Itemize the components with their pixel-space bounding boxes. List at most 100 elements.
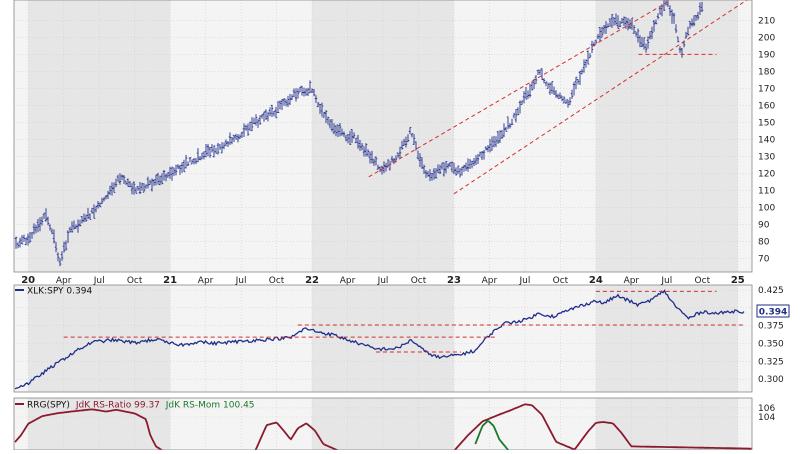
- ratio-legend-text: XLK:SPY 0.394: [27, 287, 92, 297]
- price-bar: [450, 161, 454, 173]
- price-bar: [688, 20, 692, 29]
- price-bar: [564, 99, 568, 104]
- ratio-y-tick-label: 0.375: [758, 322, 784, 332]
- price-bar: [500, 129, 504, 139]
- x-axis-label: 23: [447, 275, 461, 286]
- price-bar: [334, 125, 338, 137]
- price-bar: [484, 146, 488, 151]
- price-bar: [154, 174, 158, 186]
- price-bar: [124, 180, 128, 186]
- price-bar: [180, 162, 184, 173]
- price-bar: [46, 216, 50, 226]
- price-bar: [582, 59, 586, 73]
- price-bar: [430, 172, 434, 181]
- price-bar: [66, 230, 70, 243]
- price-bar: [642, 37, 646, 50]
- x-axis-label: 21: [163, 275, 177, 286]
- price-bar: [92, 204, 96, 219]
- price-bar: [392, 157, 396, 165]
- svg-text:RRG(SPY) JdK RS-Ratio: RRG(SPY) JdK RS-Ratio 99.37 JdK RS-Mom 1…: [27, 401, 255, 411]
- price-bar: [504, 126, 508, 132]
- x-axis-label: 24: [589, 275, 603, 286]
- price-bar: [684, 31, 688, 39]
- price-bar: [400, 140, 404, 150]
- x-axis-label: 22: [305, 275, 319, 286]
- price-bar: [446, 163, 450, 169]
- price-y-tick-label: 190: [758, 50, 775, 60]
- price-bar: [78, 219, 82, 227]
- price-bar: [82, 213, 86, 223]
- price-bar: [232, 134, 236, 142]
- price-bar: [416, 150, 420, 160]
- ratio-y-tick-label: 0.425: [758, 286, 784, 296]
- rrg-ratio-line: [14, 403, 752, 450]
- price-bar: [136, 185, 140, 191]
- ratio-y-tick-label: 0.300: [758, 375, 784, 385]
- price-bar: [566, 99, 570, 108]
- x-axis-label: Apr: [482, 276, 498, 286]
- price-y-tick-label: 180: [758, 67, 775, 77]
- price-bar: [50, 228, 54, 235]
- rrg-y-tick-label: 106: [758, 404, 775, 414]
- trend-channel-upper: [368, 0, 673, 178]
- price-bar: [468, 158, 472, 169]
- price-bar: [524, 87, 528, 100]
- price-bar: [650, 26, 654, 40]
- price-bar: [98, 202, 102, 208]
- ratio-last-value-label: 0.394: [759, 308, 787, 318]
- price-bar: [68, 226, 72, 233]
- price-bar: [380, 165, 384, 175]
- price-bar: [184, 154, 188, 169]
- price-bar: [130, 183, 134, 195]
- price-bar: [254, 114, 258, 126]
- price-bar: [492, 135, 496, 148]
- ratio-last-value-flag: 0.394: [756, 304, 790, 318]
- price-bar: [528, 83, 532, 98]
- price-bar: [16, 242, 20, 249]
- price-bar: [404, 136, 408, 148]
- price-bar: [508, 123, 512, 129]
- price-bar: [548, 82, 552, 95]
- price-bar: [490, 136, 494, 151]
- price-bar: [328, 119, 332, 129]
- price-bar: [144, 184, 148, 189]
- price-bar: [62, 241, 66, 253]
- price-bar: [496, 130, 500, 144]
- price-bar: [160, 173, 164, 185]
- price-bar: [142, 183, 146, 193]
- price-bar: [594, 39, 598, 45]
- price-bar: [324, 110, 328, 124]
- price-bar: [228, 132, 232, 145]
- price-bar: [306, 87, 310, 97]
- price-bar: [140, 182, 144, 191]
- price-bar: [578, 70, 582, 86]
- price-bar: [104, 195, 108, 200]
- price-bar: [86, 207, 90, 220]
- price-bar: [76, 219, 80, 233]
- price-bar: [326, 116, 330, 125]
- price-bar: [663, 0, 666, 12]
- price-bar: [610, 14, 614, 28]
- price-bar: [198, 156, 202, 161]
- price-bar: [600, 26, 604, 38]
- price-bar: [72, 220, 76, 230]
- price-bar: [122, 175, 126, 184]
- price-bar: [690, 18, 694, 27]
- price-bar: [156, 172, 160, 185]
- price-bar: [696, 11, 700, 20]
- price-bar: [576, 79, 580, 85]
- price-bar: [290, 94, 294, 101]
- price-bar: [296, 88, 300, 99]
- price-bar: [314, 95, 318, 103]
- price-bar: [546, 82, 550, 89]
- price-bar: [584, 59, 588, 68]
- price-bar: [440, 162, 444, 170]
- price-bar: [408, 127, 412, 135]
- price-bar: [162, 170, 166, 181]
- price-bar: [370, 150, 374, 164]
- price-bar: [126, 178, 130, 187]
- rrg-year-shade: [595, 398, 738, 450]
- price-bar: [660, 4, 664, 17]
- price-bar: [666, 0, 670, 8]
